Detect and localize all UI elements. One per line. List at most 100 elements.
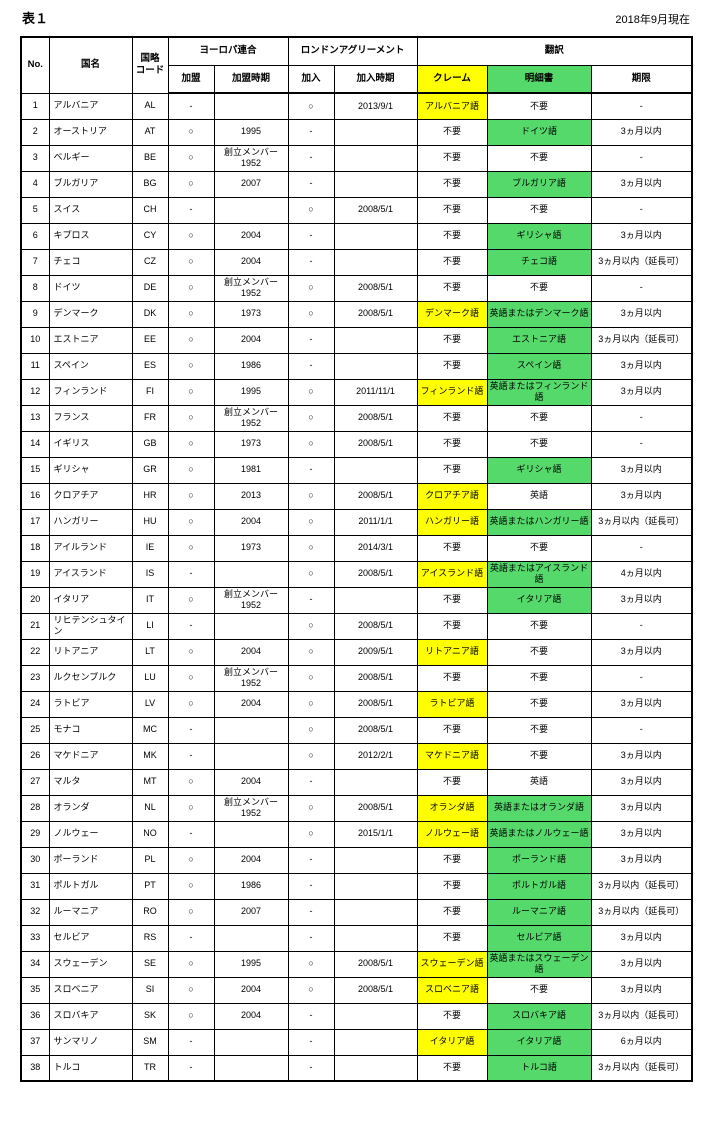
cell-la-accession-time: 2008/5/1 (333, 612, 418, 640)
cell-country-code: AT (131, 118, 169, 146)
cell-eu-membership-time (213, 92, 289, 120)
cell-deadline: 3ヵ月以内 (590, 794, 693, 822)
cell-no: 18 (20, 534, 50, 562)
cell-specification-language: 英語またはフィンランド語 (486, 378, 592, 406)
header-claims: クレーム (416, 64, 488, 94)
cell-country-code: AL (131, 92, 169, 120)
cell-no: 2 (20, 118, 50, 146)
cell-la-accession-time: 2013/9/1 (333, 92, 418, 120)
cell-country-code: CZ (131, 248, 169, 276)
cell-country-code: BE (131, 144, 169, 172)
cell-eu-membership: ○ (167, 638, 215, 666)
cell-la-accession-time: 2009/5/1 (333, 638, 418, 666)
cell-country-code: LI (131, 612, 169, 640)
cell-country-code: NL (131, 794, 169, 822)
cell-deadline: 3ヵ月以内 (590, 950, 693, 978)
cell-eu-membership: ○ (167, 248, 215, 276)
table-header: No. 国名 国略 コード ヨーロパ連合 ロンドンアグリーメント 翻訳 加盟 加… (20, 36, 693, 94)
cell-la-accession: - (287, 352, 335, 380)
cell-specification-language: 不要 (486, 534, 592, 562)
cell-eu-membership: ○ (167, 170, 215, 198)
cell-eu-membership: ○ (167, 118, 215, 146)
cell-deadline: 3ヵ月以内 (590, 586, 693, 614)
cell-eu-membership-time: 2004 (213, 248, 289, 276)
cell-claims-language: アイスランド語 (416, 560, 488, 588)
cell-la-accession: ○ (287, 378, 335, 406)
cell-la-accession-time: 2011/1/1 (333, 508, 418, 536)
cell-claims-language: オランダ語 (416, 794, 488, 822)
cell-country-code: HU (131, 508, 169, 536)
cell-la-accession-time (333, 898, 418, 926)
cell-country-name: アルバニア (48, 92, 133, 120)
cell-claims-language: 不要 (416, 326, 488, 354)
cell-eu-membership: ○ (167, 950, 215, 978)
cell-eu-membership: ○ (167, 1002, 215, 1030)
cell-deadline: 3ヵ月以内 (590, 170, 693, 198)
cell-no: 34 (20, 950, 50, 978)
cell-la-accession: ○ (287, 820, 335, 848)
cell-la-accession: - (287, 118, 335, 146)
cell-eu-membership: ○ (167, 846, 215, 874)
cell-claims-language: ノルウェー語 (416, 820, 488, 848)
cell-no: 28 (20, 794, 50, 822)
cell-specification-language: 不要 (486, 612, 592, 640)
table-row: 13 フランス FR ○ 創立メンバー 1952 ○ 2008/5/1 不要 不要 - (20, 404, 693, 432)
cell-specification-language: ポルトガル語 (486, 872, 592, 900)
cell-claims-language: ハンガリー語 (416, 508, 488, 536)
cell-claims-language: 不要 (416, 612, 488, 640)
cell-country-name: アイスランド (48, 560, 133, 588)
cell-eu-membership: ○ (167, 872, 215, 900)
cell-deadline: - (590, 404, 693, 432)
cell-claims-language: 不要 (416, 716, 488, 744)
cell-eu-membership: - (167, 1054, 215, 1082)
cell-no: 12 (20, 378, 50, 406)
cell-eu-membership: - (167, 1028, 215, 1056)
cell-specification-language: 不要 (486, 976, 592, 1004)
cell-country-code: GR (131, 456, 169, 484)
cell-la-accession: ○ (287, 794, 335, 822)
cell-la-accession: ○ (287, 638, 335, 666)
table-row: 35 スロベニア SI ○ 2004 ○ 2008/5/1 スロベニア語 不要 3ヵ月以内 (20, 976, 693, 1004)
table-row: 33 セルビア RS - - 不要 セルビア語 3ヵ月以内 (20, 924, 693, 952)
cell-country-code: SM (131, 1028, 169, 1056)
cell-country-code: LV (131, 690, 169, 718)
cell-eu-membership: ○ (167, 430, 215, 458)
table-row: 18 アイルランド IE ○ 1973 ○ 2014/3/1 不要 不要 - (20, 534, 693, 562)
cell-eu-membership: ○ (167, 144, 215, 172)
cell-specification-language: 不要 (486, 716, 592, 744)
cell-claims-language: 不要 (416, 274, 488, 302)
cell-country-name: ブルガリア (48, 170, 133, 198)
cell-eu-membership-time: 創立メンバー 1952 (213, 144, 289, 172)
table-row: 3 ベルギー BE ○ 創立メンバー 1952- 不要 不要 - (20, 144, 693, 172)
table-row: 17 ハンガリー HU ○ 2004 ○ 2011/1/1 ハンガリー語 英語またはハンガリー語… (20, 508, 693, 536)
table-row: 10 エストニア EE ○ 2004- 不要 エストニア語 3ヵ月以内（延長可） (20, 326, 693, 354)
cell-no: 15 (20, 456, 50, 484)
cell-no: 25 (20, 716, 50, 744)
cell-la-accession: ○ (287, 534, 335, 562)
cell-specification-language: ドイツ語 (486, 118, 592, 146)
cell-no: 29 (20, 820, 50, 848)
cell-la-accession-time: 2014/3/1 (333, 534, 418, 562)
cell-no: 1 (20, 92, 50, 120)
cell-country-code: FR (131, 404, 169, 432)
cell-eu-membership: ○ (167, 508, 215, 536)
cell-la-accession-time (333, 1002, 418, 1030)
cell-no: 33 (20, 924, 50, 952)
cell-country-name: イギリス (48, 430, 133, 458)
cell-claims-language: 不要 (416, 248, 488, 276)
cell-country-name: フランス (48, 404, 133, 432)
cell-la-accession-time (333, 248, 418, 276)
cell-la-accession: ○ (287, 950, 335, 978)
cell-eu-membership: ○ (167, 690, 215, 718)
cell-eu-membership-time: 2004 (213, 846, 289, 874)
header-country: 国名 (48, 36, 133, 94)
cell-la-accession-time (333, 924, 418, 952)
cell-eu-membership-time (213, 612, 289, 640)
cell-country-name: マルタ (48, 768, 133, 796)
cell-no: 35 (20, 976, 50, 1004)
header-specification: 明細書 (486, 64, 592, 94)
cell-country-code: DK (131, 300, 169, 328)
cell-la-accession-time: 2008/5/1 (333, 690, 418, 718)
cell-deadline: - (590, 534, 693, 562)
cell-claims-language: 不要 (416, 1054, 488, 1082)
